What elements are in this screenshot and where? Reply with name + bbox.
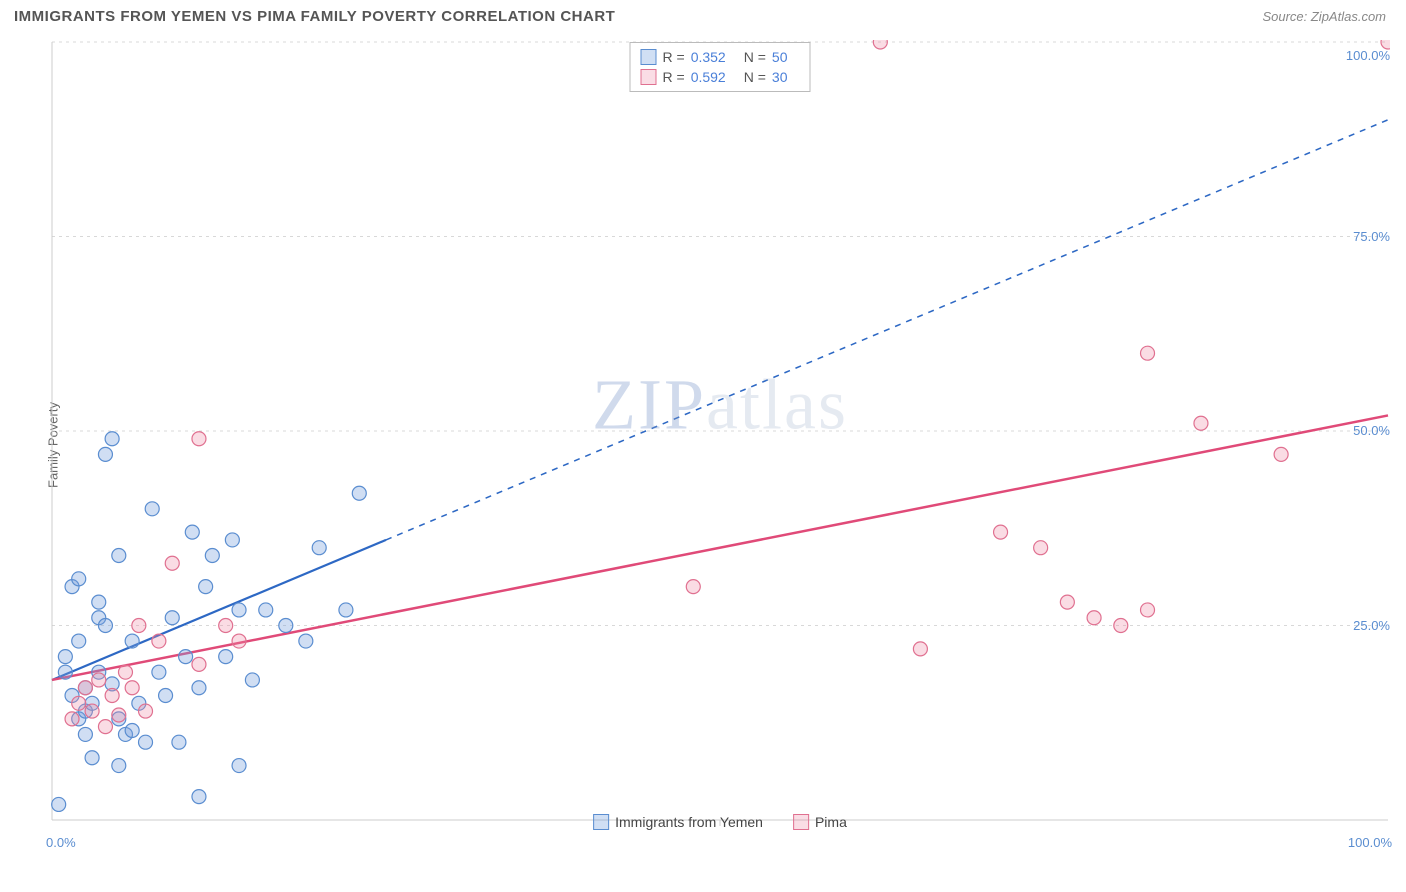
n-value-pima: 30 xyxy=(772,69,788,85)
y-tick-25: 25.0% xyxy=(1353,618,1390,633)
n-value-yemen: 50 xyxy=(772,49,788,65)
legend-stats: R = 0.352 N = 50 R = 0.592 N = 30 xyxy=(630,42,811,92)
legend-item-yemen: Immigrants from Yemen xyxy=(593,814,763,830)
chart-title: IMMIGRANTS FROM YEMEN VS PIMA FAMILY POV… xyxy=(14,8,615,25)
chart-source: Source: ZipAtlas.com xyxy=(1262,9,1386,24)
scatter-plot xyxy=(50,40,1390,850)
r-value-yemen: 0.352 xyxy=(691,49,726,65)
legend-label-pima: Pima xyxy=(815,814,847,830)
legend-row-yemen: R = 0.352 N = 50 xyxy=(641,47,800,67)
chart-area: Family Poverty ZIPatlas R = 0.352 N = 50… xyxy=(50,40,1390,850)
swatch-blue-icon xyxy=(641,49,657,65)
x-tick-0: 0.0% xyxy=(46,835,76,850)
y-tick-75: 75.0% xyxy=(1353,229,1390,244)
legend-item-pima: Pima xyxy=(793,814,847,830)
legend-label-yemen: Immigrants from Yemen xyxy=(615,814,763,830)
legend-row-pima: R = 0.592 N = 30 xyxy=(641,67,800,87)
swatch-pink-icon xyxy=(793,814,809,830)
y-tick-100: 100.0% xyxy=(1346,48,1390,63)
y-tick-50: 50.0% xyxy=(1353,423,1390,438)
chart-header: IMMIGRANTS FROM YEMEN VS PIMA FAMILY POV… xyxy=(0,0,1406,29)
legend-series: Immigrants from Yemen Pima xyxy=(593,814,847,830)
swatch-blue-icon xyxy=(593,814,609,830)
swatch-pink-icon xyxy=(641,69,657,85)
x-tick-100: 100.0% xyxy=(1348,835,1392,850)
r-value-pima: 0.592 xyxy=(691,69,726,85)
